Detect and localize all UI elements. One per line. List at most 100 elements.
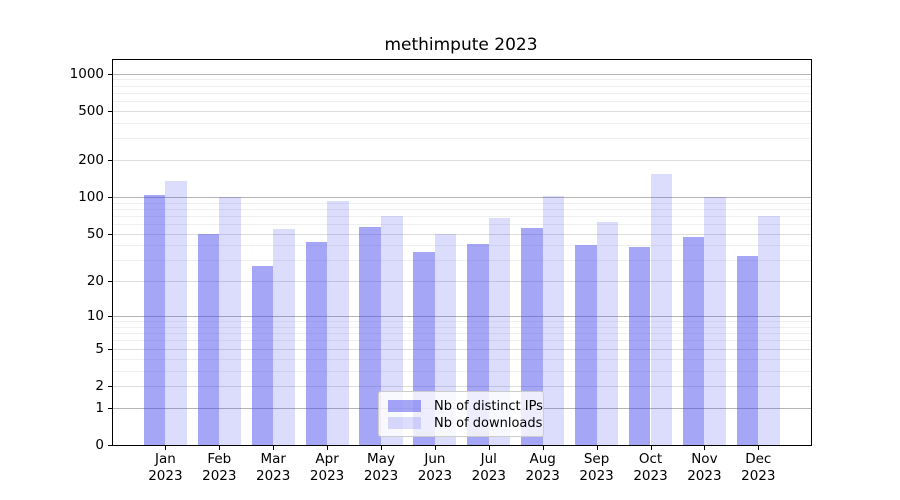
bar-distinct-ips xyxy=(251,265,274,445)
bar-downloads xyxy=(650,174,673,445)
y-gridline xyxy=(113,358,811,360)
y-tick-label: 2 xyxy=(95,378,104,394)
y-tick-label: 100 xyxy=(78,189,104,205)
y-tick xyxy=(108,386,112,387)
bar-distinct-ips xyxy=(521,227,543,445)
y-gridline xyxy=(113,160,811,161)
bar-distinct-ips xyxy=(628,246,651,445)
x-tick xyxy=(381,446,382,450)
bar-downloads xyxy=(381,215,403,445)
y-gridline xyxy=(113,340,811,342)
y-gridline xyxy=(113,79,811,81)
x-tick xyxy=(434,446,436,450)
y-tick xyxy=(108,110,112,112)
x-tick xyxy=(542,446,544,450)
y-tick xyxy=(108,281,112,283)
y-gridline xyxy=(113,92,811,94)
y-gridline xyxy=(113,122,811,124)
bar-downloads xyxy=(273,228,295,445)
x-tick-label: Dec 2023 xyxy=(741,451,776,484)
y-gridline xyxy=(113,233,811,235)
y-gridline xyxy=(113,224,811,226)
x-tick xyxy=(219,446,221,450)
x-tick-label: Sep 2023 xyxy=(579,451,614,484)
y-tick-label: 10 xyxy=(86,308,104,325)
y-gridline xyxy=(113,215,811,217)
legend-entry: Nb of distinct IPs xyxy=(388,398,543,414)
y-gridline xyxy=(113,333,811,335)
y-tick-label: 500 xyxy=(78,102,104,119)
legend-label: Nb of distinct IPs xyxy=(434,398,543,414)
x-tick xyxy=(488,446,490,450)
x-tick-label: Jun 2023 xyxy=(417,451,453,484)
x-tick xyxy=(165,446,167,450)
x-tick xyxy=(273,446,275,450)
bar-distinct-ips xyxy=(305,241,328,445)
bar-downloads xyxy=(165,181,187,445)
y-gridline xyxy=(113,85,811,87)
bar-downloads xyxy=(704,197,726,445)
bar-distinct-ips xyxy=(359,226,381,445)
bar-distinct-ips xyxy=(575,245,597,445)
x-tick xyxy=(704,446,706,450)
x-tick-label: May 2023 xyxy=(363,451,399,484)
y-tick-label: 5 xyxy=(95,340,104,357)
x-tick-label: Oct 2023 xyxy=(633,451,668,484)
bar-distinct-ips xyxy=(736,255,759,445)
x-tick-label: Mar 2023 xyxy=(256,451,291,484)
legend-entry: Nb of downloads xyxy=(388,415,542,431)
legend-label: Nb of downloads xyxy=(434,415,543,431)
x-tick-label: Jan 2023 xyxy=(148,451,183,484)
x-tick xyxy=(596,446,598,450)
legend-swatch xyxy=(388,417,421,429)
x-tick-label: Nov 2023 xyxy=(687,451,722,484)
y-tick-label: 50 xyxy=(86,225,104,242)
y-gridline xyxy=(113,370,811,372)
y-gridline xyxy=(113,386,811,387)
y-gridline xyxy=(113,202,811,204)
x-tick xyxy=(758,446,760,450)
x-tick-label: Feb 2023 xyxy=(202,451,237,484)
y-tick xyxy=(108,160,112,161)
bar-distinct-ips xyxy=(197,233,220,445)
y-tick xyxy=(108,445,112,446)
bar-distinct-ips xyxy=(682,236,705,445)
y-gridline xyxy=(113,138,811,140)
bar-downloads xyxy=(327,201,349,445)
x-tick-label: Apr 2023 xyxy=(309,451,345,484)
bar-downloads xyxy=(758,215,780,445)
y-tick-label: 0 xyxy=(95,437,104,453)
x-tick-label: Aug 2023 xyxy=(525,451,560,484)
y-gridline-major xyxy=(113,197,811,198)
y-gridline xyxy=(113,281,811,283)
y-gridline xyxy=(113,110,811,112)
y-gridline xyxy=(113,101,811,103)
bar-downloads xyxy=(542,196,565,445)
y-tick xyxy=(108,348,112,350)
plot-area: Nb of distinct IPs Nb of downloads xyxy=(112,59,812,446)
y-gridline xyxy=(113,326,811,328)
y-gridline xyxy=(113,208,811,210)
x-tick-label: Jul 2023 xyxy=(471,451,506,484)
y-gridline-major xyxy=(113,73,811,75)
y-gridline xyxy=(113,260,811,262)
bar-distinct-ips xyxy=(143,195,166,445)
y-tick-label: 20 xyxy=(86,273,104,290)
x-tick xyxy=(327,446,329,450)
y-tick-label: 200 xyxy=(78,152,104,168)
legend-swatch xyxy=(388,400,421,412)
y-tick-label: 1000 xyxy=(69,65,104,82)
bar-downloads xyxy=(596,221,619,445)
y-tick xyxy=(108,316,112,318)
chart-title: methimpute 2023 xyxy=(384,35,538,55)
y-gridline xyxy=(113,348,811,350)
y-tick xyxy=(108,197,112,198)
legend: Nb of distinct IPs Nb of downloads xyxy=(378,391,544,437)
bar-downloads xyxy=(219,197,241,445)
y-tick xyxy=(108,73,112,75)
y-tick xyxy=(108,233,112,235)
bar-downloads xyxy=(488,218,511,445)
y-gridline-major xyxy=(113,316,811,318)
y-gridline xyxy=(113,245,811,247)
